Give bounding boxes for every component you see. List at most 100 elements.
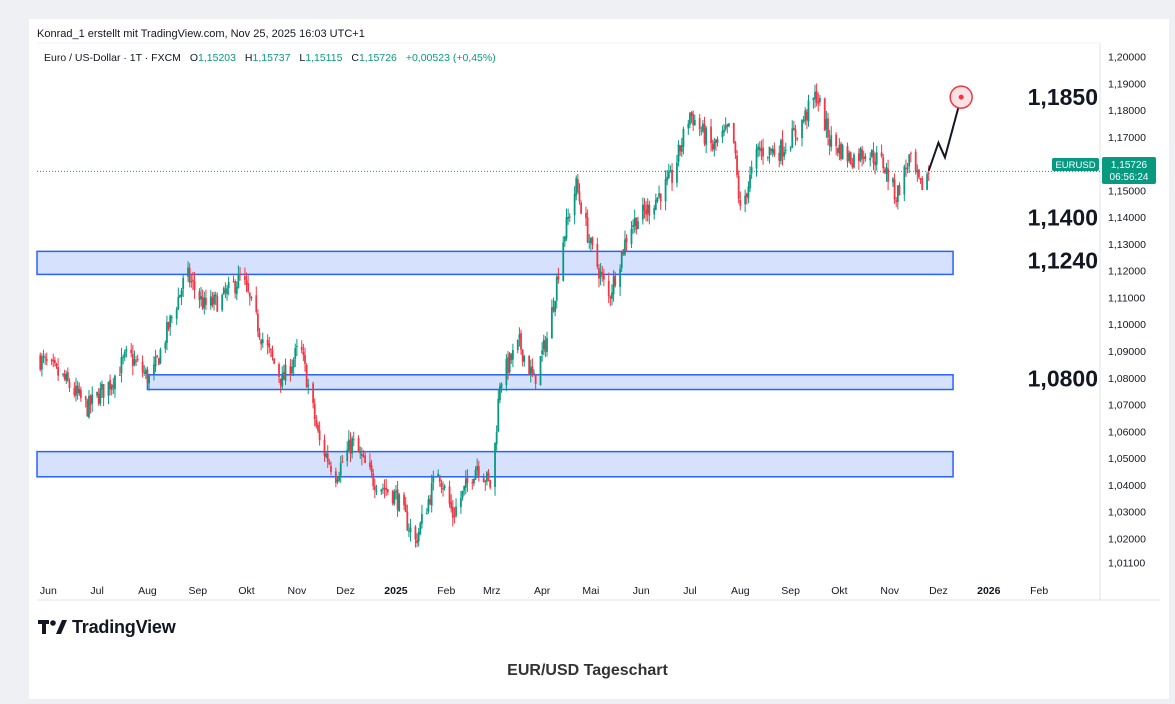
candle-body — [723, 129, 725, 133]
candle — [596, 237, 599, 270]
candle-body — [419, 522, 422, 534]
candle-body — [122, 356, 124, 358]
candle-body — [896, 185, 899, 203]
candle — [170, 315, 173, 324]
candle-body — [421, 514, 423, 524]
candle — [101, 380, 103, 399]
candle — [541, 342, 544, 362]
candle-body — [792, 127, 795, 131]
candle-body — [91, 394, 94, 404]
candle — [817, 92, 820, 112]
candle-body — [531, 366, 534, 374]
candle — [317, 422, 319, 433]
change-value: +0,00523 (+0,45%) — [405, 52, 496, 64]
candle — [44, 353, 47, 365]
candle-body — [596, 243, 599, 267]
candle — [360, 447, 363, 466]
candle-body — [211, 297, 214, 306]
candle-body — [905, 167, 907, 170]
candle-body — [830, 135, 833, 148]
candle — [237, 265, 240, 289]
x-tick-label: Okt — [238, 585, 254, 597]
candle-body — [523, 356, 526, 362]
candle — [330, 461, 332, 476]
open-value: 1,15203 — [198, 52, 236, 64]
candle — [622, 248, 625, 256]
candle-body — [648, 204, 651, 216]
x-axis[interactable]: Jun Jul Aug Sep Okt Nov Dez 2025 Feb Mrz Apr Mai Jun… — [40, 585, 1048, 597]
candle-body — [307, 384, 310, 387]
tradingview-logo[interactable]: TradingView — [38, 617, 176, 638]
candle-body — [770, 148, 773, 151]
candle — [766, 155, 769, 161]
candle-body — [73, 387, 76, 396]
candle — [91, 386, 94, 412]
candle — [110, 383, 113, 396]
candle-body — [232, 281, 235, 283]
candle — [489, 479, 492, 490]
candle-body — [885, 167, 888, 174]
candle-body — [580, 202, 583, 214]
candle-body — [804, 110, 807, 122]
x-tick-label: Mai — [582, 585, 599, 597]
candle — [882, 153, 885, 174]
candle-body — [815, 91, 818, 103]
candle-body — [312, 383, 315, 404]
candle — [362, 450, 365, 458]
candle — [755, 144, 758, 177]
candle-body — [460, 498, 462, 507]
candle — [291, 359, 293, 377]
candle-body — [427, 499, 430, 512]
y-tick-label: 1,18000 — [1108, 105, 1146, 117]
candle — [169, 314, 172, 336]
candle — [42, 349, 45, 364]
candle-body — [750, 167, 753, 174]
candle-body — [482, 477, 485, 482]
candle — [762, 138, 764, 165]
candle-body — [825, 118, 828, 130]
y-tick-label: 1,04000 — [1108, 480, 1146, 492]
candle — [771, 145, 774, 157]
instrument-label[interactable]: Euro / US-Dollar · 1T · FXCM — [44, 52, 181, 64]
candle — [739, 191, 742, 211]
candle — [804, 107, 807, 125]
candle — [550, 299, 553, 339]
candle-body — [396, 489, 399, 510]
candle — [669, 165, 672, 173]
candle-body — [88, 395, 90, 418]
target-marker[interactable] — [949, 85, 973, 109]
candle-body — [295, 346, 298, 348]
candle — [144, 367, 147, 380]
attribution-text: Konrad_1 erstellt mit TradingView.com, N… — [37, 28, 365, 40]
y-axis[interactable]: 1,20000 1,19000 1,18000 1,17000 1,15000 1,140… — [1108, 52, 1146, 570]
candle-body — [148, 375, 150, 384]
candle — [507, 350, 509, 380]
level-label-3: 1,1240 — [1028, 247, 1098, 273]
candle — [193, 272, 196, 299]
candle — [906, 162, 909, 174]
y-tick-label: 1,12000 — [1108, 266, 1146, 278]
candle — [84, 395, 87, 408]
candle — [243, 267, 246, 285]
candle-body — [575, 177, 578, 196]
candle-body — [562, 242, 565, 281]
candle-body — [464, 479, 467, 488]
candle-body — [507, 357, 509, 373]
target-dot — [958, 94, 964, 100]
candle — [745, 192, 748, 205]
candle-body — [666, 176, 669, 181]
candle — [905, 159, 907, 177]
x-tick-label: Feb — [437, 585, 455, 597]
candle-body — [838, 144, 841, 154]
candle — [443, 484, 446, 491]
candle-body — [65, 373, 68, 381]
candle — [438, 474, 441, 487]
candle — [802, 115, 805, 124]
candle — [828, 130, 831, 156]
candle — [255, 286, 258, 315]
candle — [926, 171, 928, 191]
candle-body — [130, 349, 133, 354]
candle — [86, 398, 89, 417]
candle-body — [702, 123, 704, 131]
